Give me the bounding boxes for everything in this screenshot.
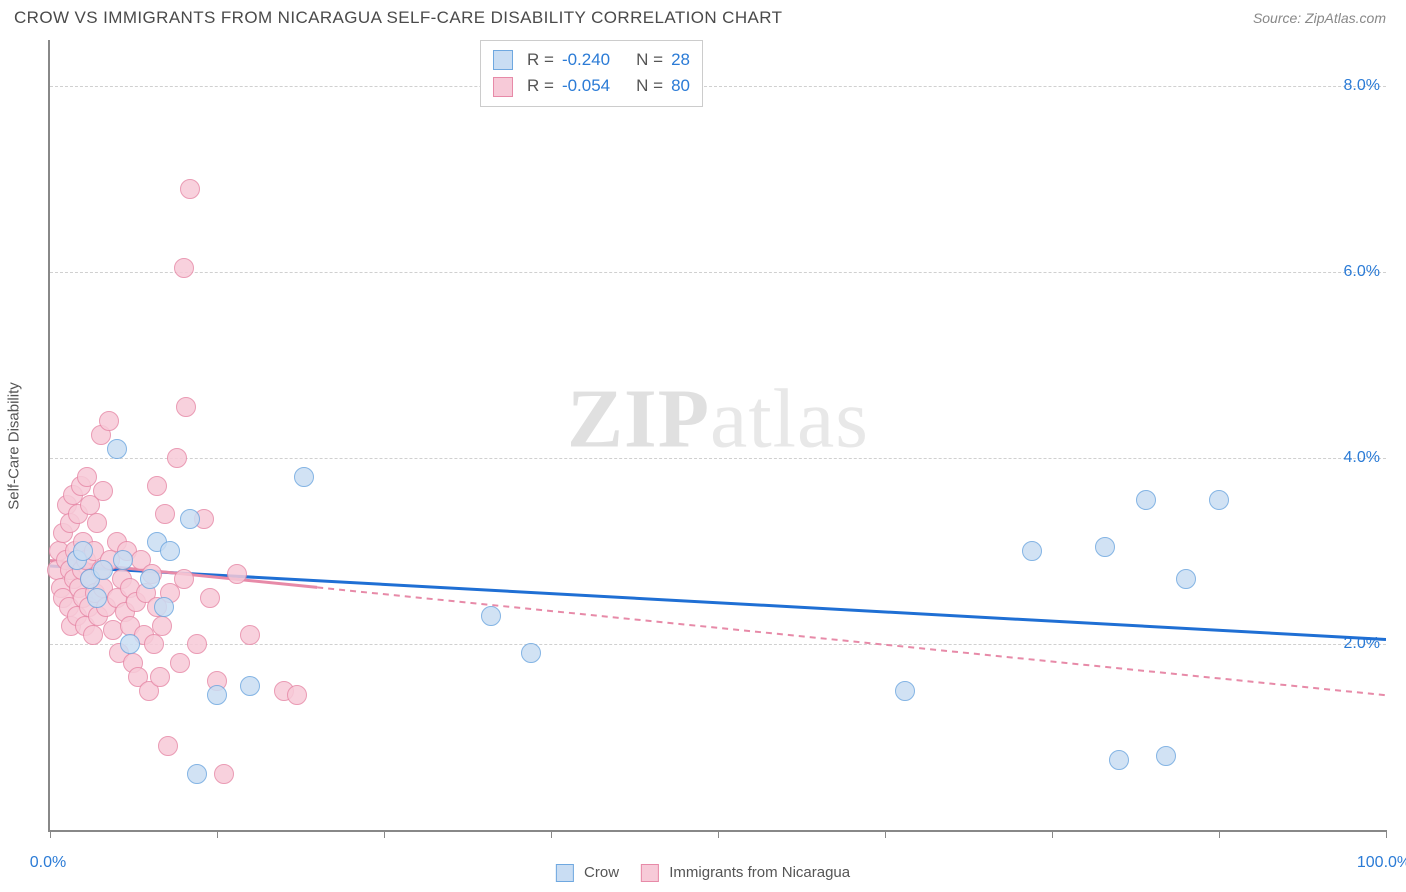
legend-label-nicaragua: Immigrants from Nicaragua [669,864,850,881]
data-point [1176,569,1196,589]
gridline [50,272,1386,273]
data-point [152,616,172,636]
stats-box: R = -0.240 N = 28 R = -0.054 N = 80 [480,40,703,107]
stats-r-label: R = [527,47,554,73]
data-point [167,448,187,468]
data-point [1095,537,1115,557]
stats-n-label: N = [636,73,663,99]
data-point [287,685,307,705]
data-point [87,513,107,533]
trendlines [50,40,1386,830]
stats-n-value: 80 [671,73,690,99]
watermark: ZIPatlas [567,371,869,468]
stats-r-value: -0.240 [562,47,610,73]
x-tick-label: 0.0% [30,854,66,872]
data-point [227,564,247,584]
y-tick-label: 2.0% [1344,635,1380,653]
data-point [521,643,541,663]
data-point [107,439,127,459]
data-point [154,597,174,617]
data-point [144,634,164,654]
y-tick-label: 4.0% [1344,449,1380,467]
stats-r-label: R = [527,73,554,99]
legend-item-nicaragua: Immigrants from Nicaragua [641,864,850,882]
data-point [187,764,207,784]
data-point [240,676,260,696]
source-attribution: Source: ZipAtlas.com [1253,10,1386,26]
y-axis-label: Self-Care Disability [6,382,23,510]
chart-area: ZIPatlas 2.0%4.0%6.0%8.0%R =-0.240N =28R… [48,40,1386,832]
data-point [158,736,178,756]
data-point [113,550,133,570]
x-tick [1219,830,1220,838]
x-tick [1052,830,1053,838]
data-point [155,504,175,524]
data-point [150,667,170,687]
data-point [99,411,119,431]
data-point [240,625,260,645]
x-tick [50,830,51,838]
stats-swatch [493,50,513,70]
data-point [1109,750,1129,770]
x-tick [1386,830,1387,838]
y-tick-label: 6.0% [1344,263,1380,281]
data-point [174,569,194,589]
data-point [1022,541,1042,561]
data-point [140,569,160,589]
data-point [93,560,113,580]
data-point [1156,746,1176,766]
x-tick [885,830,886,838]
stats-r-value: -0.054 [562,73,610,99]
legend-item-crow: Crow [556,864,619,882]
gridline [50,86,1386,87]
data-point [73,541,93,561]
data-point [87,588,107,608]
stats-row: R = -0.054 N = 80 [493,73,690,99]
data-point [180,509,200,529]
gridline [50,458,1386,459]
swatch-crow [556,864,574,882]
swatch-nicaragua [641,864,659,882]
legend-bottom: Crow Immigrants from Nicaragua [556,864,850,882]
data-point [200,588,220,608]
data-point [120,634,140,654]
data-point [895,681,915,701]
stats-row: R = -0.240 N = 28 [493,47,690,73]
x-tick [384,830,385,838]
x-tick [217,830,218,838]
data-point [147,476,167,496]
data-point [93,481,113,501]
legend-label-crow: Crow [584,864,619,881]
data-point [481,606,501,626]
y-tick-label: 8.0% [1344,77,1380,95]
data-point [187,634,207,654]
data-point [174,258,194,278]
data-point [294,467,314,487]
stats-n-value: 28 [671,47,690,73]
chart-title: CROW VS IMMIGRANTS FROM NICARAGUA SELF-C… [14,8,782,28]
data-point [214,764,234,784]
x-tick-label: 100.0% [1357,854,1406,872]
data-point [1136,490,1156,510]
data-point [160,541,180,561]
data-point [83,625,103,645]
x-tick [551,830,552,838]
data-point [1209,490,1229,510]
stats-n-label: N = [636,47,663,73]
chart-header: CROW VS IMMIGRANTS FROM NICARAGUA SELF-C… [0,0,1406,32]
data-point [170,653,190,673]
stats-swatch [493,77,513,97]
x-tick [718,830,719,838]
plot-region: ZIPatlas 2.0%4.0%6.0%8.0%R =-0.240N =28R… [48,40,1386,832]
data-point [176,397,196,417]
data-point [180,179,200,199]
data-point [207,685,227,705]
